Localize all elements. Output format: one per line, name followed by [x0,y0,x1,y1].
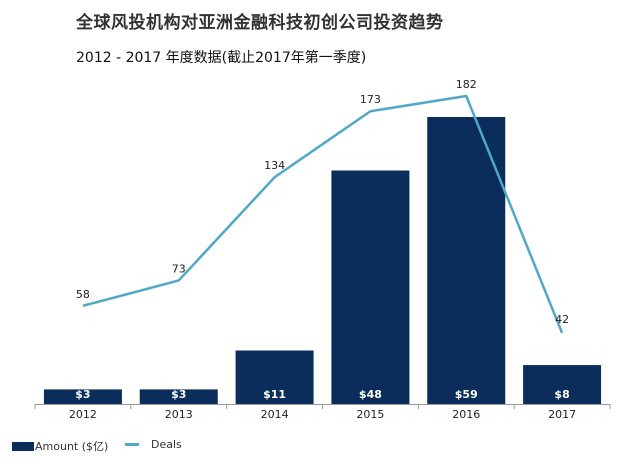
deals-label-2014: 134 [264,159,285,172]
legend-item-deals: Deals [125,438,182,451]
x-tick-label-2013: 2013 [165,408,193,421]
x-tick-label-2016: 2016 [452,408,480,421]
x-tick-label-2015: 2015 [356,408,384,421]
bar-label-2012: $3 [75,388,90,401]
x-tick-label-2012: 2012 [69,408,97,421]
bar-2014 [235,350,314,404]
bar-2015 [331,170,410,404]
deals-label-2016: 182 [456,78,477,91]
bar-label-2015: $48 [359,388,382,401]
deals-line [82,94,564,334]
bar-label-2013: $3 [171,388,186,401]
legend-swatch-deals [125,443,139,446]
chart-subtitle: 2012 - 2017 年度数据(截止2017年第一季度) [76,50,367,66]
deals-label-2012: 58 [76,288,90,301]
x-tick-label-2014: 2014 [261,408,289,421]
bar-label-2016: $59 [455,388,478,401]
legend-label-deals: Deals [151,438,182,451]
legend-label-amount: Amount ($亿) [35,440,109,453]
chart-title: 全球风投机构对亚洲金融科技初创公司投资趋势 [76,13,444,33]
deals-label-2017: 42 [555,313,569,326]
legend-swatch-amount [12,441,34,451]
x-tick-label-2017: 2017 [548,408,576,421]
bar-2012 [43,389,122,404]
bar-label-2017: $8 [554,388,569,401]
bar-label-2014: $11 [263,388,286,401]
bar-2017 [523,365,602,404]
deals-label-2015: 173 [360,93,381,106]
legend-item-amount: Amount ($亿) [12,438,108,454]
bar-2016 [427,117,506,404]
deals-label-2013: 73 [172,262,186,275]
bar-2013 [139,389,218,404]
